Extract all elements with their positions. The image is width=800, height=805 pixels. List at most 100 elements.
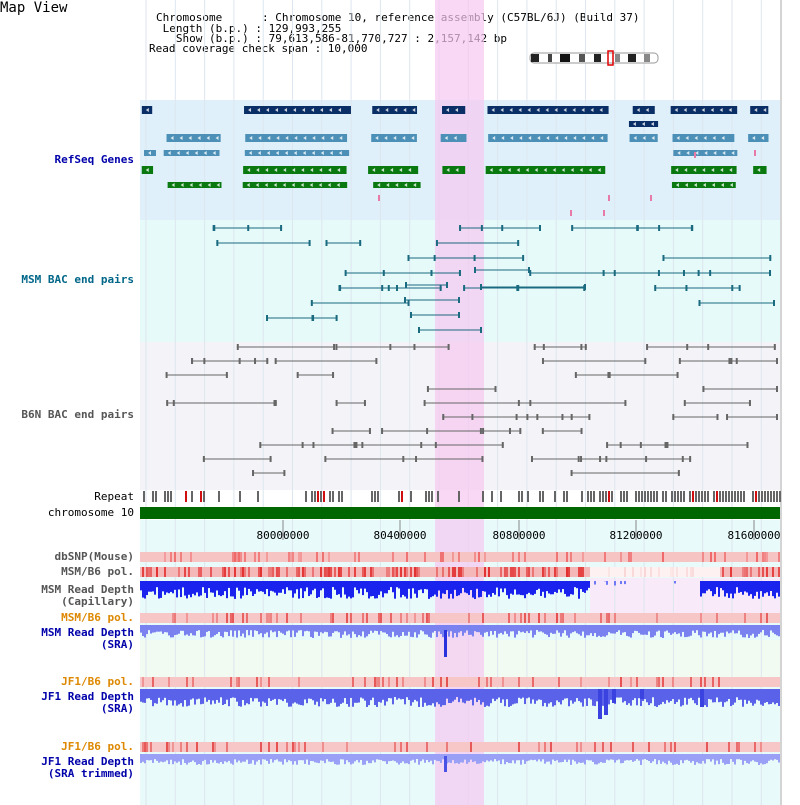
repeat-mark <box>554 491 556 502</box>
depth-bar <box>742 581 744 595</box>
depth-bar <box>212 625 214 637</box>
depth-bar <box>492 581 494 594</box>
track-label-b6n-bac[interactable]: B6N BAC end pairs <box>21 408 134 421</box>
depth-bar <box>390 689 392 699</box>
depth-bar <box>214 689 216 704</box>
depth-bar <box>778 754 780 763</box>
depth-bar <box>602 689 604 706</box>
bac-end <box>517 285 520 291</box>
depth-bar <box>672 625 674 634</box>
strand-arrow <box>597 168 601 172</box>
depth-bar <box>742 625 744 638</box>
depth-bar <box>768 625 770 637</box>
depth-bar <box>460 754 462 763</box>
depth-bar <box>520 754 522 765</box>
b6n-end <box>644 358 647 364</box>
repeat-mark <box>725 491 727 502</box>
depth-bar <box>374 689 376 706</box>
depth-bar <box>530 689 532 704</box>
polymorphism-mark <box>302 567 304 577</box>
depth-bar <box>438 625 440 632</box>
chromosome-ideogram[interactable] <box>529 50 659 66</box>
depth-bar <box>202 581 204 588</box>
strand-arrow <box>719 108 723 112</box>
depth-bar <box>150 754 152 761</box>
depth-bar <box>256 581 258 590</box>
b6n-end <box>202 456 205 462</box>
depth-bar <box>616 625 618 633</box>
depth-bar <box>160 625 162 632</box>
depth-bar <box>542 625 544 633</box>
strand-arrow <box>267 136 271 140</box>
depth-bar <box>618 689 620 698</box>
track-label-repeat[interactable]: Repeat <box>94 490 134 503</box>
track-label-refseq[interactable]: RefSeq Genes <box>54 153 134 166</box>
depth-bar <box>200 754 202 765</box>
depth-bar <box>748 625 750 638</box>
repeat-mark <box>338 491 340 502</box>
depth-bar <box>192 625 194 636</box>
polymorphism-mark <box>142 567 144 577</box>
track-label-chromosome[interactable]: chromosome 10 <box>47 506 134 519</box>
depth-bar <box>354 581 356 588</box>
depth-bar <box>660 754 662 764</box>
depth-bar <box>214 581 216 597</box>
depth-bar <box>250 581 252 592</box>
strand-arrow <box>581 108 585 112</box>
depth-bar <box>300 754 302 761</box>
track-label-jf1-depth-trimmed[interactable]: JF1 Read Depth <box>41 755 134 768</box>
depth-bar <box>772 581 774 597</box>
depth-bar <box>534 625 536 635</box>
depth-bar <box>162 581 164 592</box>
gene-feature <box>368 166 419 174</box>
track-label-msm-depth-sra[interactable]: MSM Read Depth <box>41 626 134 639</box>
depth-bar <box>620 689 622 698</box>
depth-bar <box>314 581 316 589</box>
depth-bar <box>246 625 248 631</box>
polymorphism-mark <box>164 552 166 562</box>
repeat-mark <box>776 491 778 502</box>
depth-spike <box>598 689 602 719</box>
polymorphism-mark <box>232 613 234 623</box>
track-label-jf1-b6-pol-2[interactable]: JF1/B6 pol. <box>61 740 134 753</box>
depth-bar <box>492 625 494 635</box>
repeat-mark <box>593 491 595 502</box>
depth-bar <box>772 625 774 633</box>
track-label-msm-b6-pol[interactable]: MSM/B6 pol. <box>61 565 134 578</box>
depth-bar <box>284 581 286 594</box>
track-label-dbsnp[interactable]: dbSNP(Mouse) <box>54 550 134 563</box>
track-label-msm-bac[interactable]: MSM BAC end pairs <box>21 273 134 286</box>
depth-bar <box>636 625 638 632</box>
track-label-msm-b6-pol-2[interactable]: MSM/B6 pol. <box>61 611 134 624</box>
depth-bar <box>702 754 704 761</box>
polymorphism-mark <box>574 613 576 623</box>
polymorphism-mark <box>278 567 280 577</box>
depth-bar <box>386 625 388 635</box>
depth-bar <box>528 625 530 634</box>
strand-arrow <box>185 151 189 155</box>
depth-bar <box>770 754 772 760</box>
track-label-jf1-depth-sra[interactable]: JF1 Read Depth <box>41 690 134 703</box>
depth-bar <box>238 581 240 591</box>
depth-bar <box>226 625 228 632</box>
strand-arrow <box>729 183 733 187</box>
depth-bar <box>180 754 182 765</box>
b6n-end <box>530 456 533 462</box>
depth-bar <box>220 625 222 637</box>
depth-bar <box>272 689 274 700</box>
depth-bar <box>232 754 234 765</box>
track-label-jf1-b6-pol[interactable]: JF1/B6 pol. <box>61 675 134 688</box>
depth-bar <box>412 689 414 703</box>
track-label-msm-depth-capillary[interactable]: MSM Read Depth <box>41 583 134 596</box>
depth-bar <box>320 689 322 699</box>
depth-bar <box>480 625 482 635</box>
depth-bar <box>232 689 234 698</box>
depth-bar <box>354 754 356 762</box>
polymorphism-mark <box>538 742 540 752</box>
repeat-mark <box>779 491 781 502</box>
polymorphism-mark <box>630 552 632 562</box>
polymorphism-mark <box>468 613 470 623</box>
strand-arrow <box>328 168 332 172</box>
depth-bar <box>190 689 192 700</box>
